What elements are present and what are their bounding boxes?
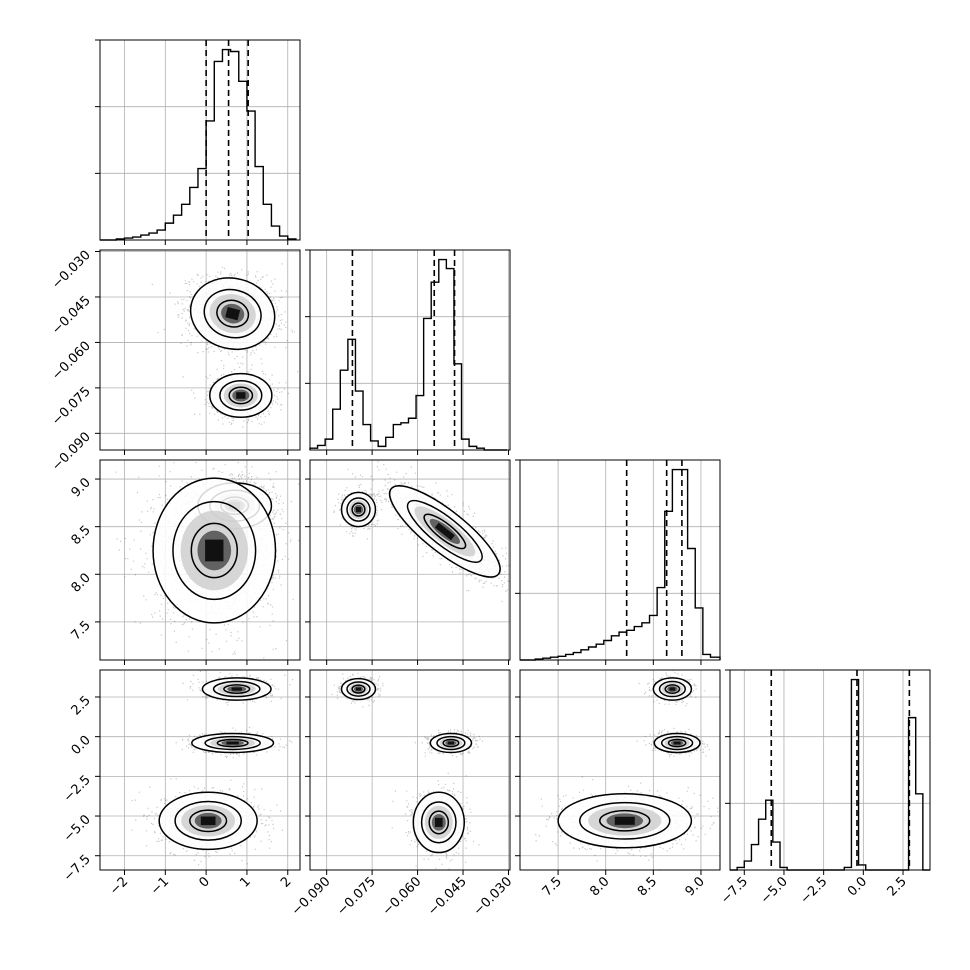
contour-level-2 xyxy=(216,299,250,328)
contour-level-1 xyxy=(658,680,686,698)
density-peak xyxy=(614,816,635,825)
density-peak xyxy=(225,306,241,321)
density-peak xyxy=(226,741,239,745)
contour-level-0 xyxy=(158,791,258,851)
axes-frame xyxy=(309,249,511,451)
contour-level-1 xyxy=(203,288,262,339)
density-blob xyxy=(412,791,465,854)
contour-level-2 xyxy=(190,522,238,579)
contour-level-2 xyxy=(228,386,254,405)
density-blob xyxy=(158,791,258,851)
density-blob xyxy=(429,732,473,754)
contour-level-2 xyxy=(423,513,467,550)
density-blob xyxy=(201,677,272,701)
plot-area xyxy=(151,263,299,428)
contour-level-0 xyxy=(189,277,276,351)
hist-panel-0 xyxy=(95,39,301,245)
density-peak xyxy=(355,687,362,691)
contour-level-1 xyxy=(346,681,371,697)
axes-frame xyxy=(519,459,721,661)
axes-frame xyxy=(99,249,301,451)
histogram-2 xyxy=(520,468,721,661)
contour-level-2 xyxy=(599,809,651,832)
contour-level-0 xyxy=(209,372,273,419)
contour-level-0 xyxy=(340,491,377,528)
density-peak xyxy=(355,506,362,513)
contour-level-1 xyxy=(174,800,242,841)
density-peak xyxy=(673,741,681,745)
density-peak xyxy=(205,539,224,562)
contour-level-2 xyxy=(351,502,366,517)
axes-frame xyxy=(309,459,511,661)
contour-level-1 xyxy=(660,735,694,751)
density-blob xyxy=(388,485,501,578)
contour-level-2 xyxy=(667,738,687,748)
contour-level-2 xyxy=(189,809,228,833)
contour-level-0 xyxy=(388,485,501,578)
contour-level-2 xyxy=(442,738,460,748)
histogram-1 xyxy=(309,258,507,451)
contour-level-0 xyxy=(152,477,277,624)
plot-area xyxy=(333,461,510,602)
contour-level-0 xyxy=(191,732,275,754)
density-blob xyxy=(340,677,377,701)
scatter-panel-3-2: 7.5 8.0 8.5 9.0 xyxy=(515,669,721,899)
plot-area xyxy=(115,460,300,659)
contour-level-1 xyxy=(420,801,457,844)
density-blob xyxy=(152,477,277,624)
axes-frame xyxy=(99,459,301,661)
histogram-0 xyxy=(100,48,297,241)
axes-frame xyxy=(729,669,931,871)
density-peak xyxy=(434,817,443,827)
density-blob xyxy=(189,277,276,351)
contour-level-1 xyxy=(436,735,466,751)
density-blob xyxy=(340,491,377,528)
hist-panel-2 xyxy=(515,459,721,665)
contour-level-1 xyxy=(219,379,263,411)
contour-level-2 xyxy=(351,684,366,694)
plot-area xyxy=(331,672,484,870)
contour-level-0 xyxy=(653,732,701,754)
density-peak xyxy=(200,816,216,826)
density-blob xyxy=(209,372,273,419)
density-peak xyxy=(669,687,676,691)
contour-level-0 xyxy=(429,732,473,754)
contour-level-2 xyxy=(223,684,251,694)
density-peak xyxy=(447,741,454,745)
density-peak xyxy=(236,392,246,399)
axes-frame xyxy=(99,669,301,871)
hist-panel-1 xyxy=(305,249,511,455)
density-blob xyxy=(653,732,701,754)
contour-level-0 xyxy=(201,677,272,701)
plot-area xyxy=(535,670,719,870)
density-peak xyxy=(434,522,455,541)
density-blob xyxy=(191,732,275,754)
contour-level-1 xyxy=(172,500,257,601)
plot-area xyxy=(131,670,294,866)
contour-level-0 xyxy=(340,677,377,701)
axes-frame xyxy=(309,669,511,871)
density-blob xyxy=(652,677,693,701)
contour-level-0 xyxy=(652,677,693,701)
axes-frame xyxy=(519,669,721,871)
contour-level-1 xyxy=(579,801,671,840)
contour-level-1 xyxy=(346,497,371,522)
scatter-panel-2-1 xyxy=(305,459,511,665)
contour-level-2 xyxy=(216,738,249,748)
contour-level-2 xyxy=(428,810,450,835)
density-peak xyxy=(231,687,242,691)
contour-level-1 xyxy=(212,680,261,698)
density-blob xyxy=(557,793,693,849)
contour-level-2 xyxy=(664,684,681,694)
axes-frame xyxy=(99,39,301,241)
contour-level-0 xyxy=(412,791,465,854)
contour-level-0 xyxy=(557,793,693,849)
contour-level-1 xyxy=(406,499,483,563)
contour-level-1 xyxy=(204,735,261,751)
